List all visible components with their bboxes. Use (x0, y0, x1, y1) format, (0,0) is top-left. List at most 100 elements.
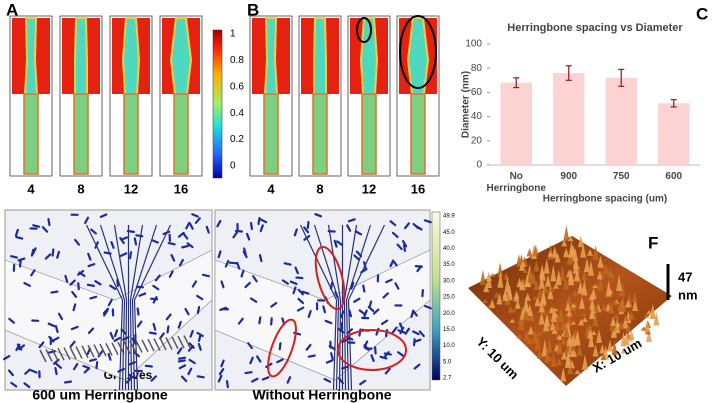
flow-vector (270, 317, 273, 326)
afm-peak (570, 321, 577, 325)
afm-peak (550, 305, 557, 323)
afm-peak (588, 332, 595, 348)
flow-vector (301, 290, 310, 295)
afm-peak (543, 316, 550, 332)
flow-vector (29, 369, 38, 374)
flow-vector (90, 228, 97, 235)
afm-peak (552, 283, 559, 289)
colorbar-tick-label: 35.0 (443, 262, 455, 268)
channel-core (121, 17, 141, 95)
flow-vector (220, 280, 225, 289)
flow-vector (152, 284, 160, 291)
afm-peak (547, 285, 554, 300)
afm-peak (566, 338, 573, 346)
flow-vector (181, 244, 190, 249)
afm-peak (540, 288, 547, 305)
afm-peak (489, 298, 496, 309)
flow-vector (385, 278, 393, 284)
flow-vector (354, 230, 363, 236)
channel-label: 4 (267, 181, 275, 196)
flow-vector (17, 257, 26, 262)
flow-vector (107, 352, 112, 361)
flow-vector (196, 294, 204, 301)
bar (553, 73, 585, 165)
afm-peak (555, 269, 562, 285)
afm-peak (554, 252, 561, 263)
channel-core (23, 17, 39, 95)
flow-vector (148, 331, 157, 335)
afm-peak (631, 291, 638, 302)
flow-vector (220, 359, 225, 368)
channel-label: 16 (411, 181, 425, 196)
afm-peak (482, 299, 489, 304)
flow-vector (196, 375, 205, 379)
afm-peak (560, 367, 567, 382)
channel-label: 4 (27, 181, 35, 196)
flow-vector (307, 354, 316, 358)
channel-stem (361, 93, 377, 175)
afm-peak (602, 263, 609, 275)
channel-stem (73, 93, 89, 175)
flow-vector (303, 226, 310, 234)
channel-core (359, 17, 379, 95)
channel-core (263, 17, 279, 95)
afm-peak (507, 305, 514, 313)
flow-vector (224, 259, 230, 268)
x-axis-label: Herringbone spacing (um) (543, 194, 667, 205)
flow-vector (116, 278, 120, 287)
afm-peak (519, 279, 526, 291)
afm-peak (549, 321, 556, 331)
flow-vector (353, 297, 361, 303)
colorbar-tick-label: 0.4 (230, 108, 244, 119)
flow-vector (133, 237, 138, 246)
streamline (313, 224, 340, 391)
afm-peak (597, 275, 604, 291)
highlight (356, 17, 372, 43)
flow-vector (412, 222, 420, 230)
caption: 600 um Herringbone (32, 387, 168, 403)
flow-vector (353, 254, 361, 261)
channel-core (406, 17, 430, 95)
flow-vector (412, 330, 420, 336)
colorbar-tick-label: 2.7 (443, 376, 452, 382)
afm-peak (496, 292, 503, 305)
error-bar (513, 77, 520, 89)
groove (159, 337, 167, 351)
flow-vector (286, 376, 292, 384)
afm-peak (526, 303, 533, 317)
afm-peak (586, 249, 593, 256)
streamline (85, 224, 124, 391)
afm-peak (610, 316, 617, 327)
flow-vector (391, 231, 399, 239)
flow-vector (119, 236, 125, 245)
afm-peak (607, 288, 614, 294)
flow-vector (3, 354, 11, 361)
afm-peak (563, 247, 570, 258)
flow-vector (217, 374, 223, 383)
flow-vector (151, 239, 159, 244)
afm-peak (583, 257, 590, 273)
afm-peak (538, 311, 545, 325)
flow-vector (178, 258, 184, 267)
afm-peak (502, 288, 509, 302)
flow-vector (41, 226, 49, 233)
groove (39, 349, 47, 363)
afm-peak (532, 335, 539, 343)
afm-peak (574, 268, 581, 282)
flow-vector (30, 269, 36, 277)
groove (51, 348, 59, 362)
flow-vector (182, 232, 189, 240)
flow-vector (276, 358, 284, 364)
flow-vector (7, 369, 14, 377)
groove (69, 346, 77, 360)
groove (141, 339, 149, 353)
flow-vector (78, 271, 86, 278)
afm-peak (527, 325, 534, 335)
afm-peak (625, 324, 632, 333)
flow-vector (250, 297, 258, 303)
afm-peak (561, 351, 568, 360)
groove (123, 341, 131, 354)
afm-peak (536, 331, 543, 336)
x-tick-label: No Herringbone (486, 171, 546, 194)
flow-vector (168, 270, 174, 278)
